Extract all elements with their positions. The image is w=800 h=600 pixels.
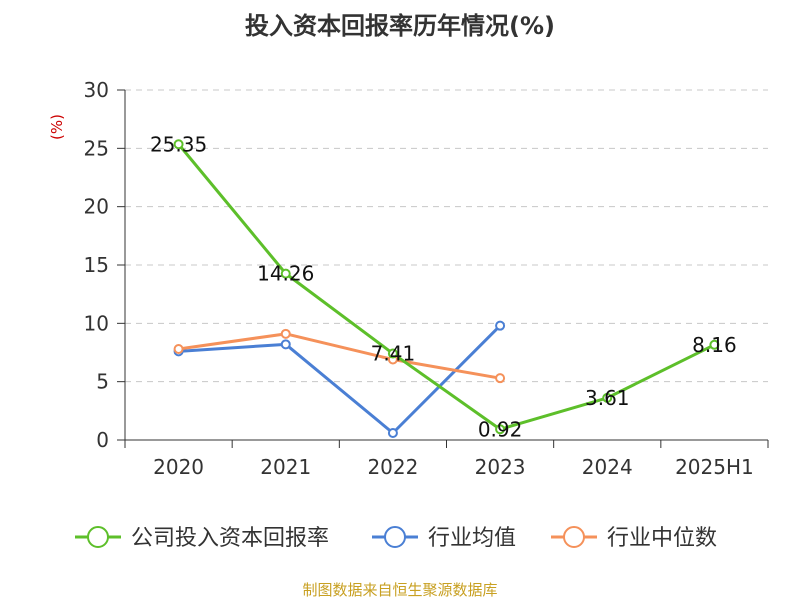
legend-marker-0 [87, 526, 109, 548]
series-lines [177, 143, 716, 435]
data-label-2020: 25.35 [150, 132, 207, 156]
legend: 公司投入资本回报率 行业均值 行业中位数 [75, 526, 717, 551]
legend-label-1: 行业均值 [428, 526, 516, 551]
legend-label-2: 行业中位数 [607, 526, 717, 551]
point-s0-2023 [495, 424, 506, 435]
series-line-0 [177, 143, 716, 431]
point-s0-2024 [602, 392, 613, 403]
legend-marker-2 [563, 526, 585, 548]
x-tick-label-2021: 2021 [260, 455, 311, 479]
data-label-2024: 3.61 [585, 386, 630, 410]
point-s0-2025H1 [709, 339, 720, 350]
series-line-1 [178, 324, 502, 435]
data-label-2023: 0.92 [478, 417, 523, 441]
data-label-2021: 14.26 [257, 262, 314, 286]
point-s0-2022 [387, 348, 398, 359]
point-s1-2022 [387, 428, 398, 438]
x-tick-label-2025H1: 2025H1 [675, 455, 754, 479]
x-tick-label-2020: 2020 [153, 455, 204, 479]
series-line-2 [178, 332, 501, 380]
x-tick-label-2022: 2022 [367, 455, 418, 479]
point-s1-2023 [495, 320, 506, 331]
x-tick-label-2023: 2023 [475, 455, 526, 479]
point-s0-2020 [173, 139, 184, 150]
chart-title: 投入资本回报率历年情况(%) [245, 12, 555, 40]
y-tick-label: 0 [96, 428, 109, 452]
point-s2-2023 [495, 373, 506, 384]
axes: 0 5 10 15 20 25 30 2020 2021 2022 2023 2024 2025H1 [84, 78, 769, 479]
x-tick-label-2024: 2024 [582, 455, 633, 479]
y-tick-label: 20 [84, 195, 109, 219]
source-note: 制图数据来自恒生聚源数据库 [302, 581, 497, 599]
y-axis-unit: (%) [48, 114, 66, 140]
series-points [173, 139, 720, 438]
point-s2-2021 [280, 328, 291, 339]
point-s2-2020 [173, 344, 184, 354]
point-s0-2021 [280, 268, 291, 279]
y-tick-label: 25 [84, 136, 109, 160]
data-label-2022: 7.41 [371, 342, 416, 366]
data-label-2025H1: 8.16 [692, 333, 737, 357]
point-s1-2021 [280, 339, 291, 350]
y-tick-label: 30 [84, 78, 109, 102]
y-tick-label: 15 [84, 253, 109, 277]
y-tick-label: 10 [84, 311, 109, 335]
gridlines [125, 89, 768, 383]
legend-label-0: 公司投入资本回报率 [131, 526, 329, 551]
data-labels: 25.35 14.26 7.41 0.92 3.61 8.16 [150, 132, 737, 441]
y-tick-label: 5 [96, 370, 109, 394]
legend-marker-1 [384, 526, 406, 548]
